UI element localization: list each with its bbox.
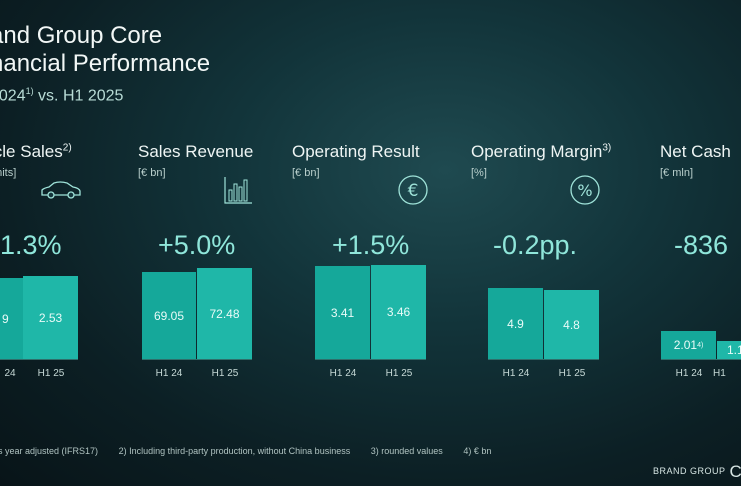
- bar-vehicle-sales-h1-25: 2.53: [23, 276, 78, 359]
- percent-icon: %: [570, 175, 600, 205]
- subtitle-sup: 1): [25, 86, 34, 96]
- x-label: H1 24: [155, 368, 183, 379]
- brand-small: BRAND GROUP: [653, 466, 726, 476]
- kpi-title-text: Operating Margin: [471, 142, 603, 161]
- footnote-2: 2) Including third-party production, wit…: [118, 446, 351, 456]
- bar-label: 4.8: [563, 317, 580, 332]
- kpi-vehicle-sales: icle Sales2) units] 1.3%: [0, 142, 160, 260]
- kpi-change: +5.0%: [158, 230, 236, 260]
- bar-sales-revenue-h1-24: 69.05: [142, 272, 196, 359]
- kpi-title: Operating Margin3): [471, 142, 641, 162]
- subtitle: 20241) vs. H1 2025: [0, 80, 210, 107]
- x-label: H1 25: [37, 368, 65, 379]
- subtitle-a: 2024: [0, 87, 26, 105]
- bar-chart-icon: [224, 177, 252, 204]
- bar-label: 9: [2, 311, 9, 326]
- bar-label: 2.01: [673, 338, 698, 352]
- x-label: H1 24: [329, 368, 357, 379]
- x-label: H1 25: [558, 368, 586, 379]
- bar-label: 72.48: [209, 306, 240, 321]
- kpi-unit: [€ bn]: [292, 167, 320, 179]
- title-block: and Group Core nancial Performance 20241…: [0, 22, 210, 107]
- brand-big: CO: [729, 462, 741, 481]
- kpi-unit: [%]: [471, 167, 487, 179]
- kpi-operating-result: Operating Result [€ bn] € +1.5%: [292, 142, 462, 260]
- bar-net-cash-h1-25: 1.1: [717, 341, 741, 359]
- bar-label: 3.41: [330, 305, 355, 320]
- x-label: H1 24: [675, 368, 703, 379]
- svg-text:%: %: [577, 181, 592, 200]
- x-label: 24: [4, 368, 16, 379]
- x-label: H1 25: [385, 368, 413, 379]
- title-line-2: nancial Performance: [0, 50, 211, 77]
- baseline: [488, 359, 599, 360]
- kpi-sup: 3): [602, 142, 612, 154]
- baseline: [661, 359, 741, 360]
- bar-label: 69.05: [153, 308, 185, 323]
- bar-operating-margin-h1-25: 4.8: [544, 290, 599, 359]
- euro-icon: €: [398, 175, 428, 205]
- kpi-title: Net Cash: [660, 142, 741, 162]
- kpi-unit: [€ mln]: [660, 167, 694, 179]
- bar-net-cash-h1-24: 2.01 4): [661, 331, 716, 359]
- car-icon: [41, 181, 81, 199]
- kpi-change: +1.5%: [332, 230, 410, 260]
- kpi-change: -0.2pp.: [493, 230, 578, 260]
- kpi-title-text: Net Cash: [660, 142, 731, 161]
- title-line-1: and Group Core: [0, 22, 163, 49]
- kpi-title: Operating Result: [292, 142, 462, 162]
- svg-text:€: €: [408, 181, 419, 201]
- kpi-title-text: Sales Revenue: [138, 142, 254, 161]
- kpi-change: -836: [674, 230, 729, 260]
- kpi-net-cash: Net Cash [€ mln] -836: [660, 142, 741, 260]
- x-label: H1 24: [502, 368, 530, 379]
- kpi-sup: 2): [62, 142, 72, 154]
- brand-logo: BRAND GROUPCO: [653, 462, 741, 482]
- footnotes: ious year adjusted (IFRS17) 2) Including…: [0, 446, 509, 456]
- footnote-4: 4) € bn: [463, 446, 492, 456]
- bar-label: 1.1: [727, 343, 741, 357]
- bar-label: 4.9: [507, 316, 524, 331]
- kpi-title: Sales Revenue: [138, 142, 308, 162]
- bar-label: 2.53: [38, 310, 63, 325]
- bar-label: 3.46: [386, 305, 411, 319]
- x-label: H1 25: [211, 368, 239, 379]
- kpi-unit: [€ bn]: [138, 167, 166, 179]
- bar-operating-margin-h1-24: 4.9: [488, 288, 543, 359]
- footnote-1: ious year adjusted (IFRS17): [0, 446, 99, 456]
- bar-label-sup: 4): [697, 341, 704, 349]
- kpi-title: icle Sales2): [0, 142, 160, 162]
- kpi-title-text: icle Sales: [0, 142, 63, 161]
- kpi-unit: units]: [0, 167, 17, 179]
- kpi-operating-margin: Operating Margin3) [%] % -0.2pp.: [471, 142, 641, 260]
- subtitle-b: vs. H1 2025: [33, 87, 124, 105]
- baseline: [142, 359, 252, 360]
- x-label: H1: [713, 368, 726, 379]
- kpi-title-text: Operating Result: [292, 142, 420, 161]
- bar-operating-result-h1-24: 3.41: [315, 266, 370, 359]
- kpi-sales-revenue: Sales Revenue [€ bn] +5.0%: [138, 142, 308, 260]
- kpi-change: 1.3%: [0, 230, 62, 260]
- bar-operating-result-h1-25: 3.46: [371, 265, 426, 359]
- baseline: [315, 359, 426, 360]
- bar-vehicle-sales-h1-24: 9: [0, 278, 23, 359]
- bar-sales-revenue-h1-25: 72.48: [197, 268, 252, 359]
- baseline: [0, 359, 78, 360]
- footnote-3: 3) rounded values: [370, 446, 443, 456]
